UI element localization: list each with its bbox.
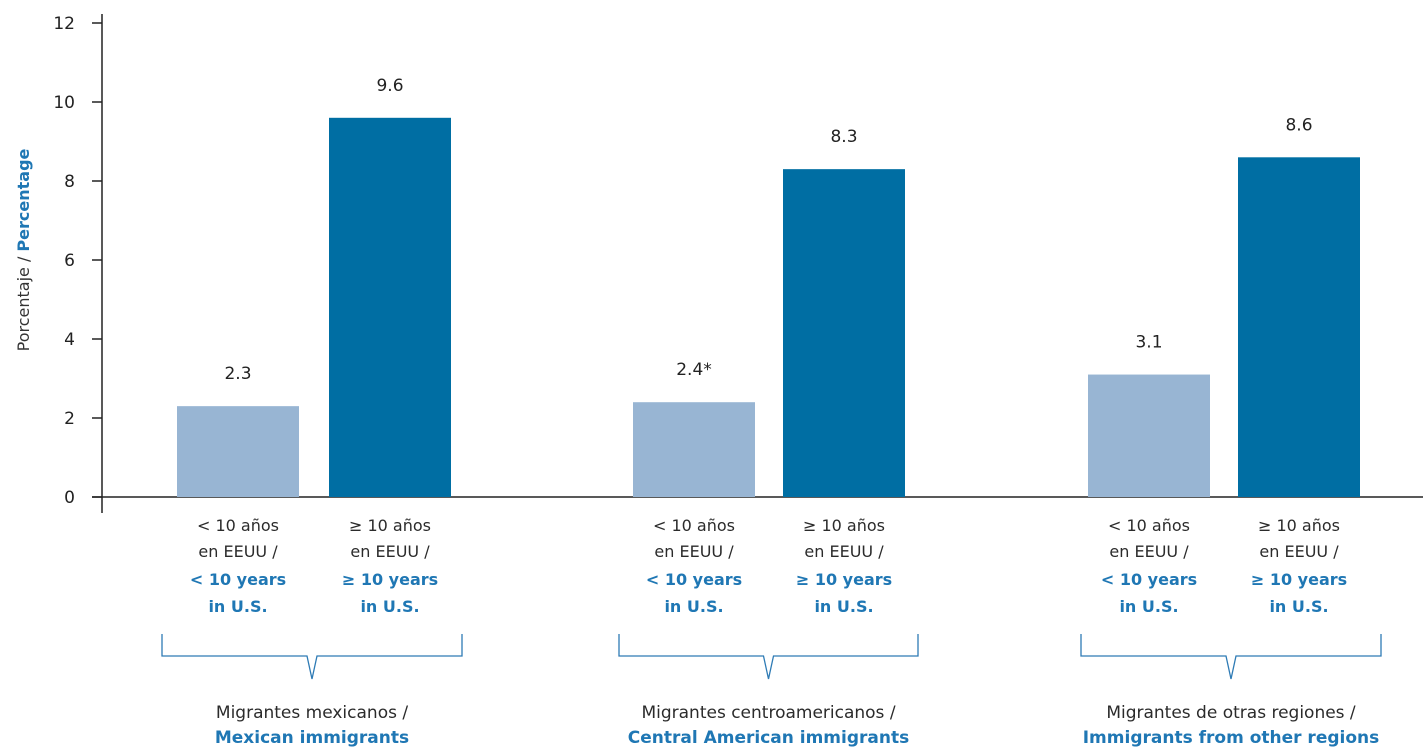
y-tick-label: 12 — [53, 14, 75, 34]
group-label-en: Central American immigrants — [628, 728, 909, 748]
category-label-es: < 10 años — [197, 516, 279, 535]
category-label-es: en EEUU / — [1109, 542, 1189, 561]
y-axis-title-en: Percentage — [14, 148, 33, 251]
group-label-en: Immigrants from other regions — [1083, 728, 1380, 748]
bar-value-label: 2.4* — [676, 360, 712, 380]
group-bracket — [1081, 634, 1381, 679]
category-label-es: ≥ 10 años — [1258, 516, 1340, 535]
bar-ge10 — [783, 169, 905, 497]
category-label-es: en EEUU / — [198, 542, 278, 561]
category-label-en: < 10 years — [646, 570, 742, 589]
bar-lt10 — [633, 402, 755, 497]
group-label-es: Migrantes centroamericanos / — [641, 703, 895, 723]
category-label-en: in U.S. — [1119, 597, 1178, 616]
category-label-es: en EEUU / — [350, 542, 430, 561]
group-bracket — [619, 634, 918, 679]
category-label-en: in U.S. — [664, 597, 723, 616]
category-label-es: en EEUU / — [654, 542, 734, 561]
category-label-es: < 10 años — [653, 516, 735, 535]
bar-value-label: 2.3 — [224, 364, 251, 384]
y-axis-title: Porcentaje / Percentage — [14, 148, 33, 351]
category-label-es: < 10 años — [1108, 516, 1190, 535]
bar-lt10 — [177, 406, 299, 497]
y-tick-label: 10 — [53, 93, 75, 113]
bar-value-label: 8.6 — [1285, 115, 1312, 135]
category-label-en: in U.S. — [1269, 597, 1328, 616]
bar-value-label: 3.1 — [1135, 333, 1162, 353]
category-label-en: < 10 years — [1101, 570, 1197, 589]
group-bracket — [162, 634, 462, 679]
group-label-es: Migrantes de otras regiones / — [1106, 703, 1356, 723]
category-label-es: ≥ 10 años — [803, 516, 885, 535]
y-tick-label: 0 — [64, 488, 75, 508]
category-label-en: < 10 years — [190, 570, 286, 589]
group-label-es: Migrantes mexicanos / — [216, 703, 408, 723]
category-label-es: en EEUU / — [1259, 542, 1339, 561]
category-label-en: in U.S. — [208, 597, 267, 616]
group-label-en: Mexican immigrants — [215, 728, 409, 748]
bar-lt10 — [1088, 375, 1210, 497]
y-tick-label: 6 — [64, 251, 75, 271]
y-axis-title-es: Porcentaje / — [14, 252, 33, 352]
category-label-es: en EEUU / — [804, 542, 884, 561]
y-tick-label: 4 — [64, 330, 75, 350]
category-label-en: ≥ 10 years — [796, 570, 892, 589]
category-label-en: in U.S. — [814, 597, 873, 616]
category-label-en: in U.S. — [360, 597, 419, 616]
bar-ge10 — [1238, 157, 1360, 497]
y-tick-label: 2 — [64, 409, 75, 429]
category-label-en: ≥ 10 years — [342, 570, 438, 589]
category-label-es: ≥ 10 años — [349, 516, 431, 535]
bar-ge10 — [329, 118, 451, 497]
bar-value-label: 9.6 — [376, 76, 403, 96]
bar-value-label: 8.3 — [830, 127, 857, 147]
y-tick-label: 8 — [64, 172, 75, 192]
category-label-en: ≥ 10 years — [1251, 570, 1347, 589]
